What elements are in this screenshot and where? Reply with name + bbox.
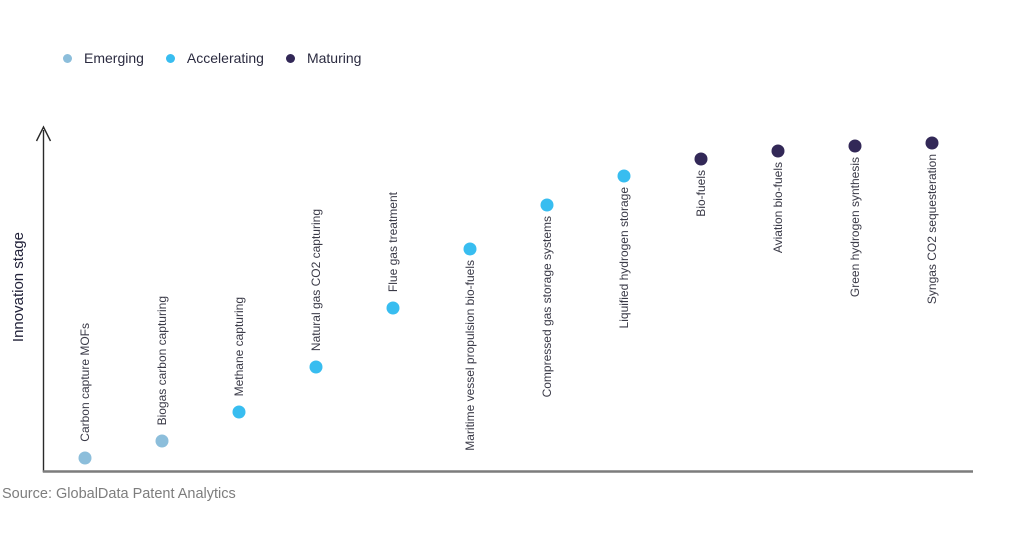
category-label: Natural gas CO2 capturing [309,208,323,351]
category-label: Methane capturing [232,296,246,396]
data-point-dot [309,360,323,374]
category-label: Carbon capture MOFs [78,323,92,442]
category-label: Aviation bio-fuels [771,162,785,254]
data-point-dot [540,198,554,212]
data-point-dot [463,242,477,256]
category-label: Compressed gas storage systems [540,216,554,398]
legend-dot-accelerating-icon [165,53,175,63]
y-axis-arrow-icon [35,125,52,142]
category-label: Green hydrogen synthesis [848,157,862,298]
legend-item-maturing: Maturing [285,50,362,66]
legend-dot-maturing-icon [285,53,295,63]
category-label: Biogas carbon capturing [155,295,169,425]
category-label: Syngas CO2 sequesteration [925,154,939,305]
legend-label-accelerating: Accelerating [186,50,264,66]
chart-legend: Emerging Accelerating Maturing [63,50,361,66]
category-label: Liquified hydrogen storage [617,187,631,329]
data-point-dot [155,434,169,448]
data-point-dot [386,301,400,315]
data-point-dot [848,139,862,153]
legend-label-maturing: Maturing [306,50,362,66]
data-point-dot [771,144,785,158]
source-note: Source: GlobalData Patent Analytics [2,486,236,502]
data-point-dot [617,169,631,183]
data-point-dot [694,152,708,166]
category-label: Flue gas treatment [386,191,400,292]
data-point-dot [232,405,246,419]
legend-item-emerging: Emerging [63,50,144,66]
category-label: Maritime vessel propulsion bio-fuels [463,260,477,451]
legend-label-emerging: Emerging [84,50,144,66]
legend-dot-emerging-icon [63,53,72,63]
category-label: Bio-fuels [694,170,708,217]
legend-item-accelerating: Accelerating [165,50,264,66]
data-point-dot [78,451,92,465]
data-point-dot [925,136,939,150]
